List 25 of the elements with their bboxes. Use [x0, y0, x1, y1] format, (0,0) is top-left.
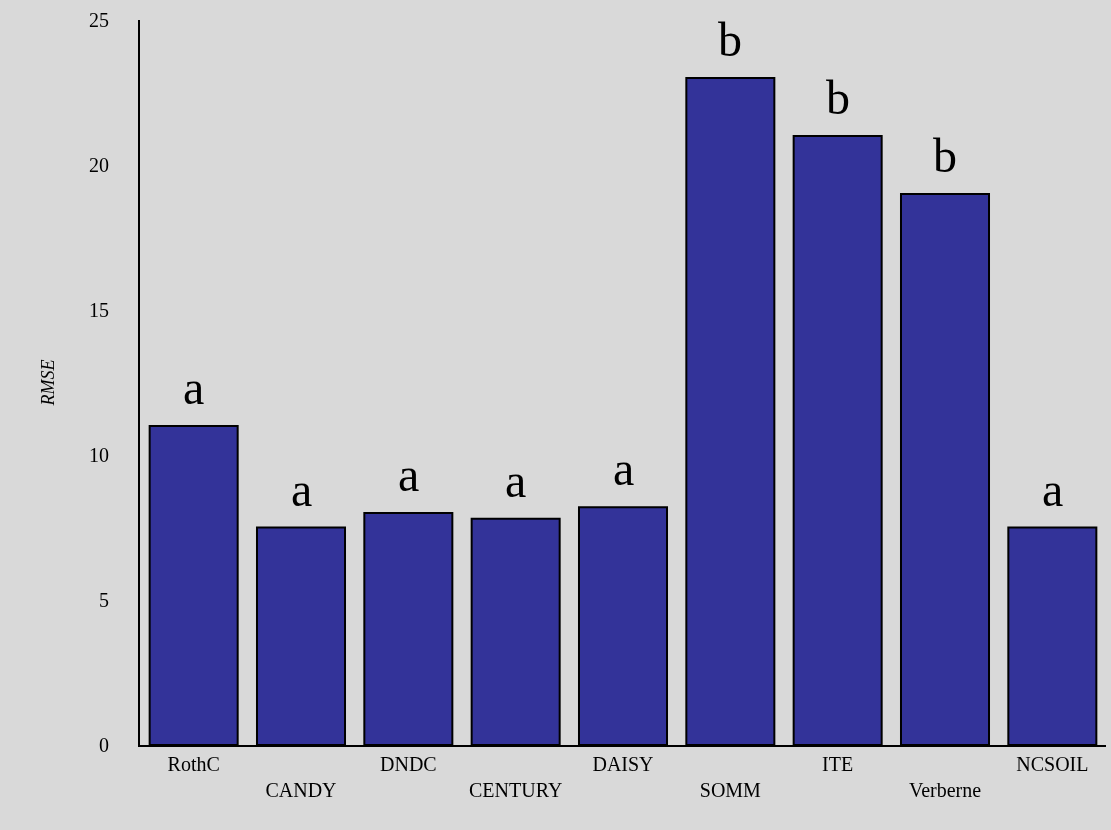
- x-tick-label: NCSOIL: [1016, 753, 1089, 775]
- annotation: b: [718, 13, 742, 66]
- annotation: b: [933, 129, 957, 182]
- y-tick-label: 20: [89, 154, 109, 176]
- x-tick-label: RothC: [167, 753, 220, 775]
- y-tick-label: 10: [89, 444, 109, 466]
- x-tick-label: DAISY: [592, 753, 654, 775]
- x-tick-label: Verberne: [908, 779, 982, 801]
- y-tick-label: 5: [99, 589, 109, 611]
- y-tick-label: 15: [89, 299, 109, 321]
- x-tick-label: DNDC: [379, 753, 437, 775]
- annotation: a: [398, 448, 420, 501]
- x-tick-label: CENTURY: [469, 779, 563, 801]
- annotation: a: [183, 361, 205, 414]
- x-tick-label: SOMM: [699, 779, 762, 801]
- annotation: a: [1042, 463, 1064, 516]
- annotation: b: [826, 71, 850, 124]
- annotation: a: [505, 454, 527, 507]
- annotation: a: [291, 463, 313, 516]
- y-axis-title: RMSE: [37, 359, 58, 407]
- y-tick-label: 25: [89, 9, 109, 31]
- annotation: a: [613, 442, 635, 495]
- y-tick-label: 0: [99, 734, 109, 756]
- x-tick-label: CANDY: [265, 779, 337, 801]
- x-tick-label: ITE: [822, 753, 854, 775]
